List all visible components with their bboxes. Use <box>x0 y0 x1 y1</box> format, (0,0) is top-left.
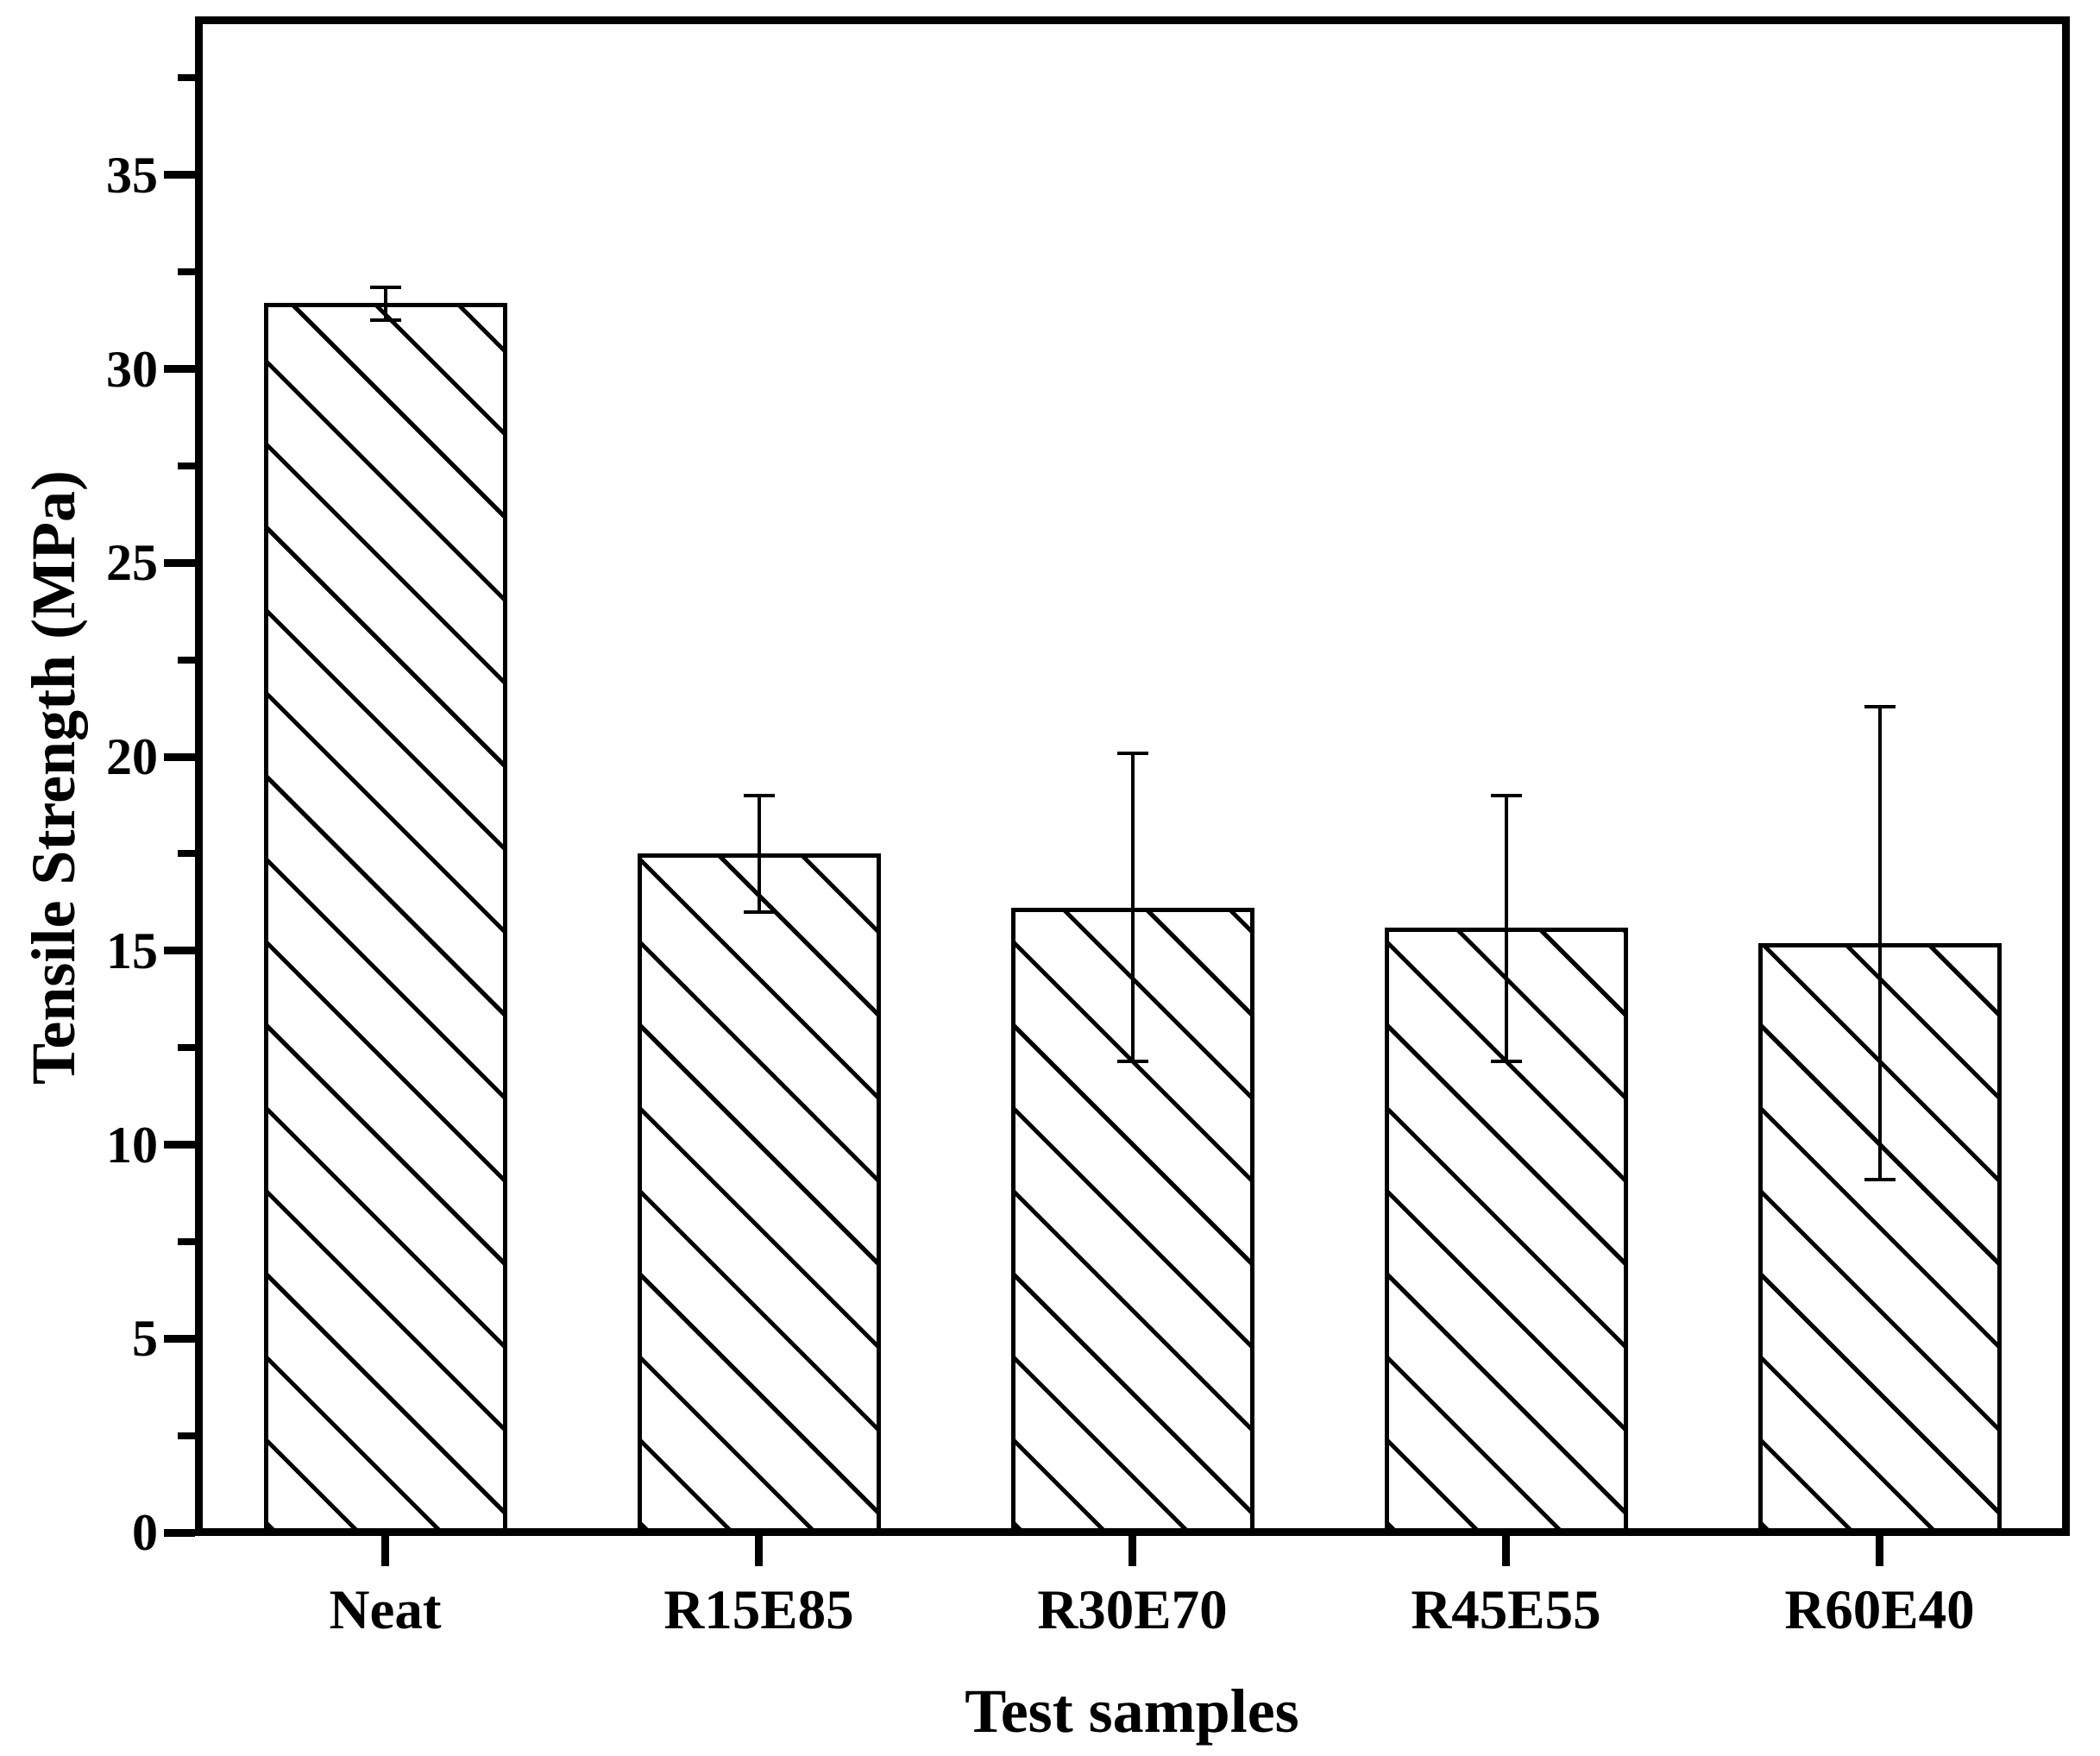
y-tick-label: 15 <box>106 922 158 979</box>
y-major-tick <box>164 947 195 955</box>
y-major-tick <box>164 1334 195 1343</box>
y-minor-tick <box>178 462 195 469</box>
y-major-tick <box>164 752 195 761</box>
y-tick-label: 35 <box>106 146 158 204</box>
bar-r15e85 <box>637 853 881 1533</box>
error-bar-line-r45e55 <box>1504 795 1508 1061</box>
x-tick <box>1876 1536 1883 1566</box>
plot-area <box>164 16 2070 1566</box>
y-tick-label: 10 <box>106 1116 158 1174</box>
error-bar-cap-bottom-r15e85 <box>743 909 775 914</box>
y-tick-label: 20 <box>106 728 158 786</box>
x-tick <box>381 1536 389 1566</box>
error-bar-cap-bottom-r45e55 <box>1490 1059 1522 1063</box>
error-bar-cap-top-r30e70 <box>1116 751 1148 755</box>
error-bar-line-r15e85 <box>757 795 761 912</box>
y-major-tick <box>164 365 195 374</box>
error-bar-cap-top-r15e85 <box>743 793 775 797</box>
x-axis-title: Test samples <box>965 1677 1299 1746</box>
error-bar-cap-top-r60e40 <box>1864 704 1896 708</box>
y-major-tick <box>164 1141 195 1149</box>
y-minor-tick <box>178 656 195 664</box>
x-tick-label-neat: Neat <box>329 1579 442 1641</box>
y-major-tick <box>164 558 195 567</box>
x-tick <box>1502 1536 1510 1566</box>
error-bar-line-neat <box>383 287 387 321</box>
error-bar-line-r30e70 <box>1130 752 1135 1061</box>
y-major-tick <box>164 1528 195 1537</box>
x-tick-label-r45e55: R45E55 <box>1411 1579 1601 1641</box>
y-minor-tick <box>178 74 195 82</box>
y-tick-label: 5 <box>132 1310 158 1368</box>
error-bar-cap-bottom-neat <box>369 318 401 323</box>
error-bar-cap-top-r45e55 <box>1490 793 1522 797</box>
x-tick-label-r60e40: R60E40 <box>1784 1579 1975 1641</box>
error-bar-cap-bottom-r30e70 <box>1116 1059 1148 1063</box>
bar-r30e70 <box>1010 908 1254 1533</box>
error-bar-line-r60e40 <box>1877 706 1882 1180</box>
y-tick-label: 25 <box>106 534 158 592</box>
y-minor-tick <box>178 850 195 858</box>
x-tick <box>1129 1536 1136 1566</box>
x-tick-label-r30e70: R30E70 <box>1037 1579 1228 1641</box>
bar-neat <box>263 303 507 1533</box>
error-bar-cap-top-neat <box>369 286 401 290</box>
y-tick-label: 30 <box>106 340 158 398</box>
y-tick-label: 0 <box>132 1504 158 1561</box>
x-tick-label-r15e85: R15E85 <box>663 1579 854 1641</box>
y-minor-tick <box>178 268 195 276</box>
x-tick <box>755 1536 763 1566</box>
y-minor-tick <box>178 1044 195 1052</box>
y-major-tick <box>164 171 195 179</box>
y-minor-tick <box>178 1432 195 1439</box>
y-minor-tick <box>178 1237 195 1245</box>
error-bar-cap-bottom-r60e40 <box>1864 1177 1896 1181</box>
